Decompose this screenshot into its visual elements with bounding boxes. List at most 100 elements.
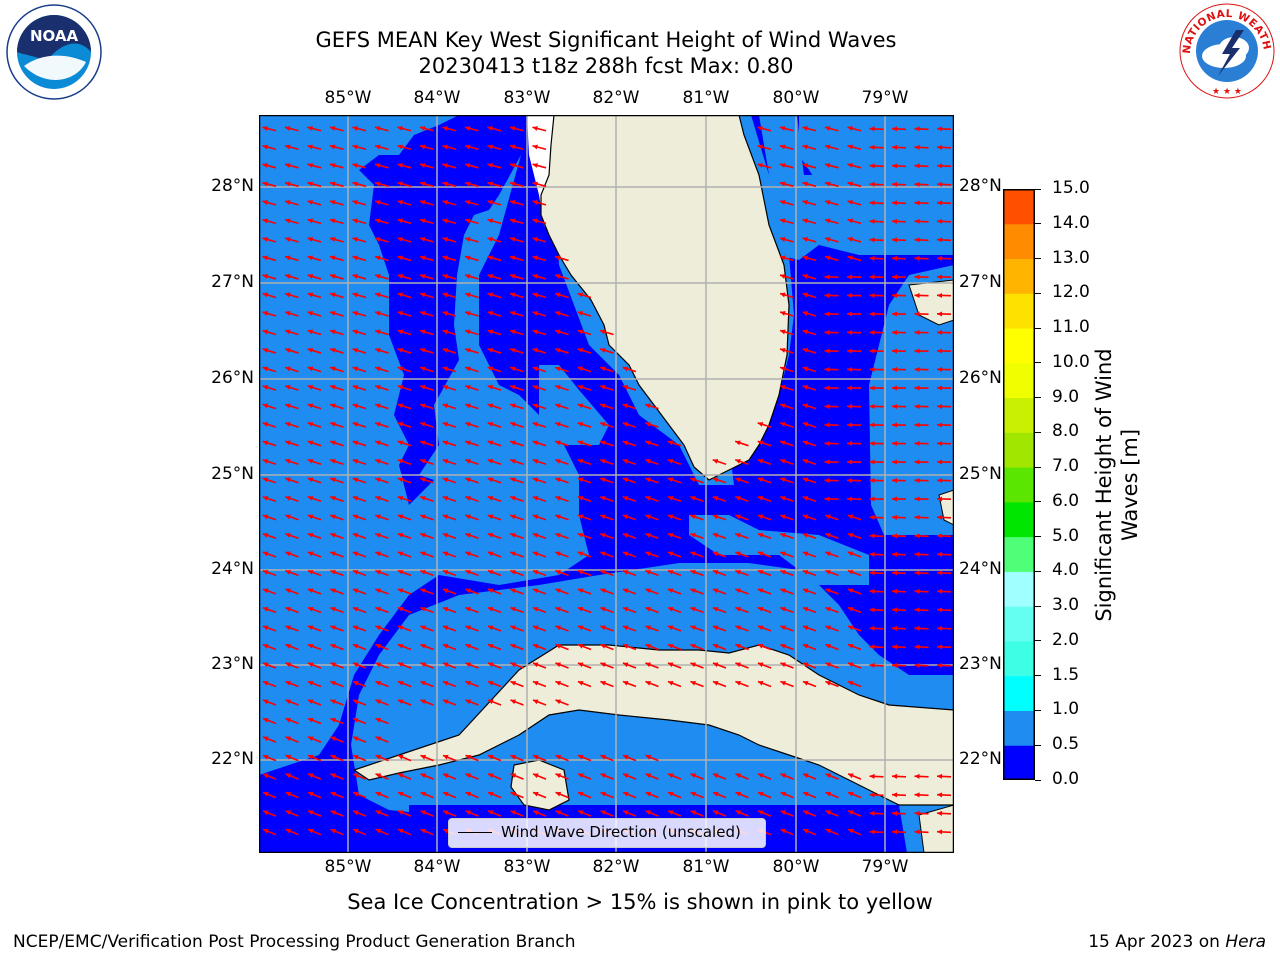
wave-direction-arrowhead xyxy=(262,311,269,316)
lat-label-right: 23°N xyxy=(959,654,1002,674)
wave-direction-arrowhead xyxy=(442,144,448,150)
wave-direction-arrowhead xyxy=(330,255,336,261)
wave-direction-arrowhead xyxy=(420,569,426,575)
wave-direction-arrowhead xyxy=(532,643,539,649)
wave-direction-arrowhead xyxy=(375,754,382,760)
wave-direction-arrowhead xyxy=(465,791,472,797)
wave-direction-arrowhead xyxy=(757,532,764,538)
wave-direction-arrowhead xyxy=(780,477,786,483)
wave-direction-arrowhead xyxy=(802,348,809,353)
wave-direction-arrowhead xyxy=(802,163,808,168)
wave-direction-arrowhead xyxy=(780,532,786,538)
wave-direction-arrowhead xyxy=(869,533,875,539)
wave-direction-arrowhead xyxy=(667,532,674,538)
wave-direction-arrowhead xyxy=(397,495,404,501)
wave-direction-arrowhead xyxy=(892,311,898,317)
wave-direction-arrowhead xyxy=(397,625,404,631)
wave-direction-arrowhead xyxy=(442,237,449,242)
wave-direction-arrowhead xyxy=(352,163,358,168)
wave-direction-arrowhead xyxy=(577,551,584,557)
wave-direction-arrowhead xyxy=(532,385,539,390)
wave-direction-arrowhead xyxy=(645,569,651,575)
wave-direction-arrowhead xyxy=(442,606,449,612)
wave-direction-arrowhead xyxy=(285,532,291,538)
wave-direction-arrowhead xyxy=(375,385,381,390)
wave-direction-arrowhead xyxy=(892,829,898,835)
wave-direction-arrowhead xyxy=(375,532,381,538)
colorbar-tick-mark xyxy=(1035,292,1041,294)
colorbar-label: Significant Height of Wind Waves [m] xyxy=(1092,348,1142,622)
wave-direction-arrowhead xyxy=(465,754,472,760)
wave-direction-arrowhead xyxy=(510,366,516,372)
wave-direction-arrowhead xyxy=(262,477,269,483)
wave-direction-arrowhead xyxy=(487,477,494,483)
wave-direction-arrowhead xyxy=(330,680,336,686)
wave-direction-arrowhead xyxy=(487,495,494,501)
wave-direction-arrowhead xyxy=(847,643,854,649)
land-hispaniola-edge xyxy=(918,804,954,853)
wave-direction-arrowhead xyxy=(352,255,359,261)
wave-direction-arrowhead xyxy=(555,366,561,372)
wave-direction-arrowhead xyxy=(375,514,381,520)
wave-direction-arrowhead xyxy=(533,754,539,760)
wave-direction-arrowhead xyxy=(285,440,291,446)
wave-direction-arrowhead xyxy=(600,662,606,668)
wave-direction-arrowhead xyxy=(375,551,381,557)
wave-direction-arrowhead xyxy=(353,791,359,797)
wave-direction-arrowhead xyxy=(802,569,809,575)
wave-direction-arrowhead xyxy=(869,237,875,243)
wave-direction-arrowhead xyxy=(600,366,606,372)
wave-direction-arrowhead xyxy=(645,440,651,446)
wave-direction-arrowhead xyxy=(263,828,269,834)
wave-direction-arrowhead xyxy=(869,144,875,150)
wave-direction-arrowhead xyxy=(914,366,920,372)
wave-direction-arrowhead xyxy=(420,810,427,816)
lat-label-left: 24°N xyxy=(211,559,254,579)
wave-direction-arrowhead xyxy=(802,514,809,520)
wave-direction-arrowhead xyxy=(510,255,516,261)
wave-direction-arrowhead xyxy=(374,163,381,168)
wave-direction-arrowhead xyxy=(352,292,359,298)
wave-direction-arrowhead xyxy=(509,200,516,205)
wave-direction-arrowhead xyxy=(262,440,269,446)
wave-direction-arrowhead xyxy=(263,754,269,760)
lat-label-left: 22°N xyxy=(211,749,254,769)
low-wave-band-shelf xyxy=(259,115,884,853)
wave-direction-arrowhead xyxy=(869,459,875,465)
wave-direction-arrowhead xyxy=(420,625,426,631)
wave-direction-arrowhead xyxy=(577,292,584,298)
wave-direction-arrowhead xyxy=(869,218,875,224)
wave-direction-arrowhead xyxy=(914,218,920,224)
wave-direction-arrowhead xyxy=(712,606,719,612)
wave-direction-arrowhead xyxy=(442,680,449,686)
wave-direction-arrowhead xyxy=(397,699,404,705)
wave-direction-arrowhead xyxy=(487,329,494,335)
wave-direction-arrowhead xyxy=(533,791,539,797)
wave-direction-arrowhead xyxy=(577,625,584,631)
wave-direction-arrowhead xyxy=(645,551,651,557)
wave-direction-arrowhead xyxy=(352,717,359,723)
wave-direction-arrowhead xyxy=(892,496,898,502)
wave-direction-arrowhead xyxy=(757,606,764,612)
wave-direction-arrowhead xyxy=(802,477,809,483)
wave-direction-arrowhead xyxy=(465,514,471,520)
wave-direction-arrowhead xyxy=(690,477,696,483)
wave-direction-arrowhead xyxy=(262,514,269,520)
wave-direction-arrowhead xyxy=(397,458,404,464)
wave-direction-arrowhead xyxy=(735,477,741,483)
wave-direction-arrowhead xyxy=(780,329,786,335)
wave-direction-arrowhead xyxy=(307,274,314,279)
wave-direction-arrowhead xyxy=(712,495,719,501)
wave-direction-arrowhead xyxy=(285,292,291,298)
wave-direction-arrowhead xyxy=(555,569,561,575)
wave-direction-arrowhead xyxy=(397,311,404,316)
wave-direction-arrowhead xyxy=(780,810,787,816)
wave-direction-arrowhead xyxy=(510,274,516,279)
wave-direction-arrowhead xyxy=(330,440,336,446)
wave-direction-arrowhead xyxy=(825,662,831,668)
wave-direction-arrowhead xyxy=(420,292,426,298)
wave-direction-arrowhead xyxy=(532,551,539,557)
wave-direction-arrowhead xyxy=(600,440,606,446)
wave-direction-arrowhead xyxy=(375,791,382,797)
wave-direction-arrowhead xyxy=(262,662,269,668)
